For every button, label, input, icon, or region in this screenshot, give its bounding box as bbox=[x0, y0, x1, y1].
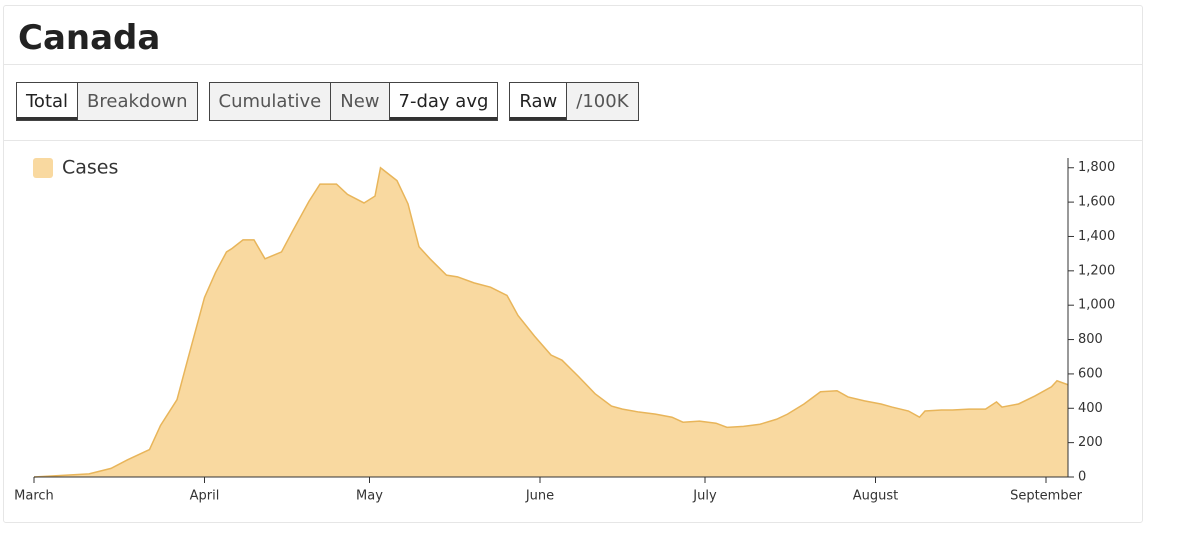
toggle-button[interactable]: Total bbox=[17, 83, 79, 120]
button-group: Raw/100K bbox=[509, 82, 639, 121]
y-tick-label: 1,800 bbox=[1078, 160, 1115, 175]
x-tick-label: March bbox=[14, 489, 54, 504]
x-tick-label: May bbox=[356, 489, 383, 504]
x-tick-label: September bbox=[1010, 489, 1083, 504]
y-tick-label: 600 bbox=[1078, 366, 1103, 381]
y-tick-label: 0 bbox=[1078, 470, 1086, 485]
x-tick-label: July bbox=[692, 489, 717, 504]
line bbox=[33, 166, 1069, 478]
legend-swatch bbox=[33, 158, 53, 178]
y-tick-label: 200 bbox=[1078, 435, 1103, 450]
y-tick-label: 400 bbox=[1078, 401, 1103, 416]
x-tick-label: August bbox=[853, 489, 899, 504]
divider bbox=[4, 140, 1142, 141]
divider bbox=[4, 64, 1142, 65]
button-group: Total Breakdown bbox=[16, 82, 198, 121]
toggle-button[interactable]: New bbox=[331, 83, 390, 120]
toggle-button[interactable]: 7-day avg bbox=[389, 83, 498, 120]
card: Canada Total Breakdown Cumulative New 7-day … bbox=[3, 5, 1143, 523]
area bbox=[34, 167, 1068, 477]
legend-label: Cases bbox=[62, 157, 118, 179]
y-tick-label: 1,200 bbox=[1078, 263, 1115, 278]
y-tick-label: 800 bbox=[1078, 332, 1103, 347]
x-tick-label: June bbox=[525, 489, 554, 504]
toggle-button[interactable]: Cumulative bbox=[209, 83, 332, 120]
controls: Total Breakdown Cumulative New 7-day avg Raw /… bbox=[16, 82, 639, 121]
toggle-button[interactable]: /100K bbox=[567, 83, 638, 120]
button-group: Cumulative New 7-day avg bbox=[208, 82, 499, 121]
y-tick-label: 1,400 bbox=[1078, 229, 1115, 244]
y-tick-label: 1,000 bbox=[1078, 298, 1115, 313]
y-tick-label: 1,600 bbox=[1078, 195, 1115, 210]
page-title: Canada bbox=[18, 18, 161, 58]
toggle-button[interactable]: Breakdown bbox=[78, 83, 197, 120]
x-tick-label: April bbox=[190, 489, 220, 504]
toggle-button[interactable]: Raw bbox=[510, 83, 568, 120]
